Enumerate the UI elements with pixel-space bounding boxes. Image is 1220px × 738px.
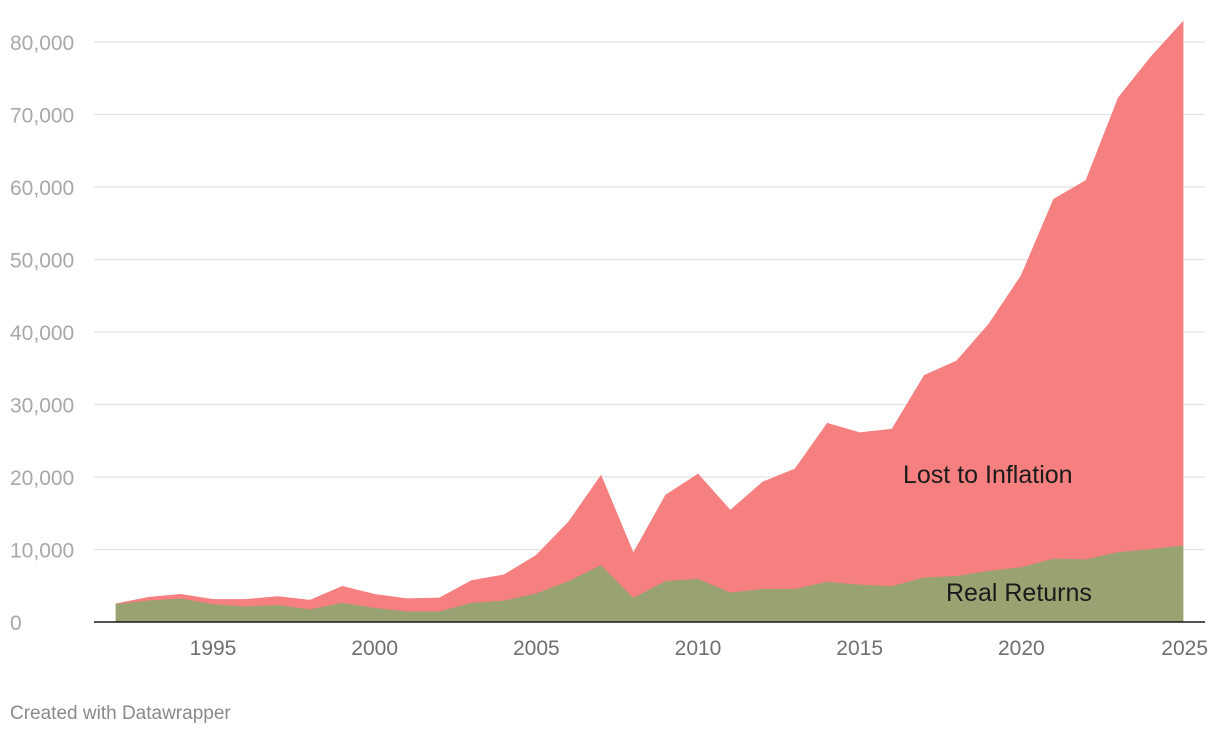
x-tick-label: 1995 <box>190 637 237 660</box>
x-tick-label: 2025 <box>1161 637 1208 660</box>
y-tick-label: 50,000 <box>10 250 74 273</box>
series-label-lost-to-inflation: Lost to Inflation <box>903 461 1073 489</box>
y-tick-label: 30,000 <box>10 395 74 418</box>
credit-text: Created with Datawrapper <box>10 703 231 724</box>
y-tick-label: 60,000 <box>10 177 74 200</box>
series-label-real-returns: Real Returns <box>946 579 1092 607</box>
y-tick-label: 80,000 <box>10 32 74 55</box>
y-tick-label: 0 <box>10 612 22 635</box>
y-tick-label: 70,000 <box>10 105 74 128</box>
x-axis-ticks: 1995 2000 2005 2010 2015 2020 2025 <box>190 637 1208 660</box>
x-tick-label: 2015 <box>836 637 883 660</box>
area-lost-to-inflation <box>115 20 1184 612</box>
gridlines <box>94 41 1205 551</box>
y-tick-label: 20,000 <box>10 467 74 490</box>
y-tick-label: 40,000 <box>10 322 74 345</box>
y-axis-ticks: 0 10,000 20,000 30,000 40,000 50,000 60,000 70,… <box>10 32 74 635</box>
area-series <box>115 20 1184 623</box>
x-tick-label: 2020 <box>998 637 1045 660</box>
x-tick-label: 2010 <box>675 637 722 660</box>
y-tick-label: 10,000 <box>10 540 74 563</box>
x-tick-label: 2005 <box>513 637 560 660</box>
x-tick-label: 2000 <box>351 637 398 660</box>
